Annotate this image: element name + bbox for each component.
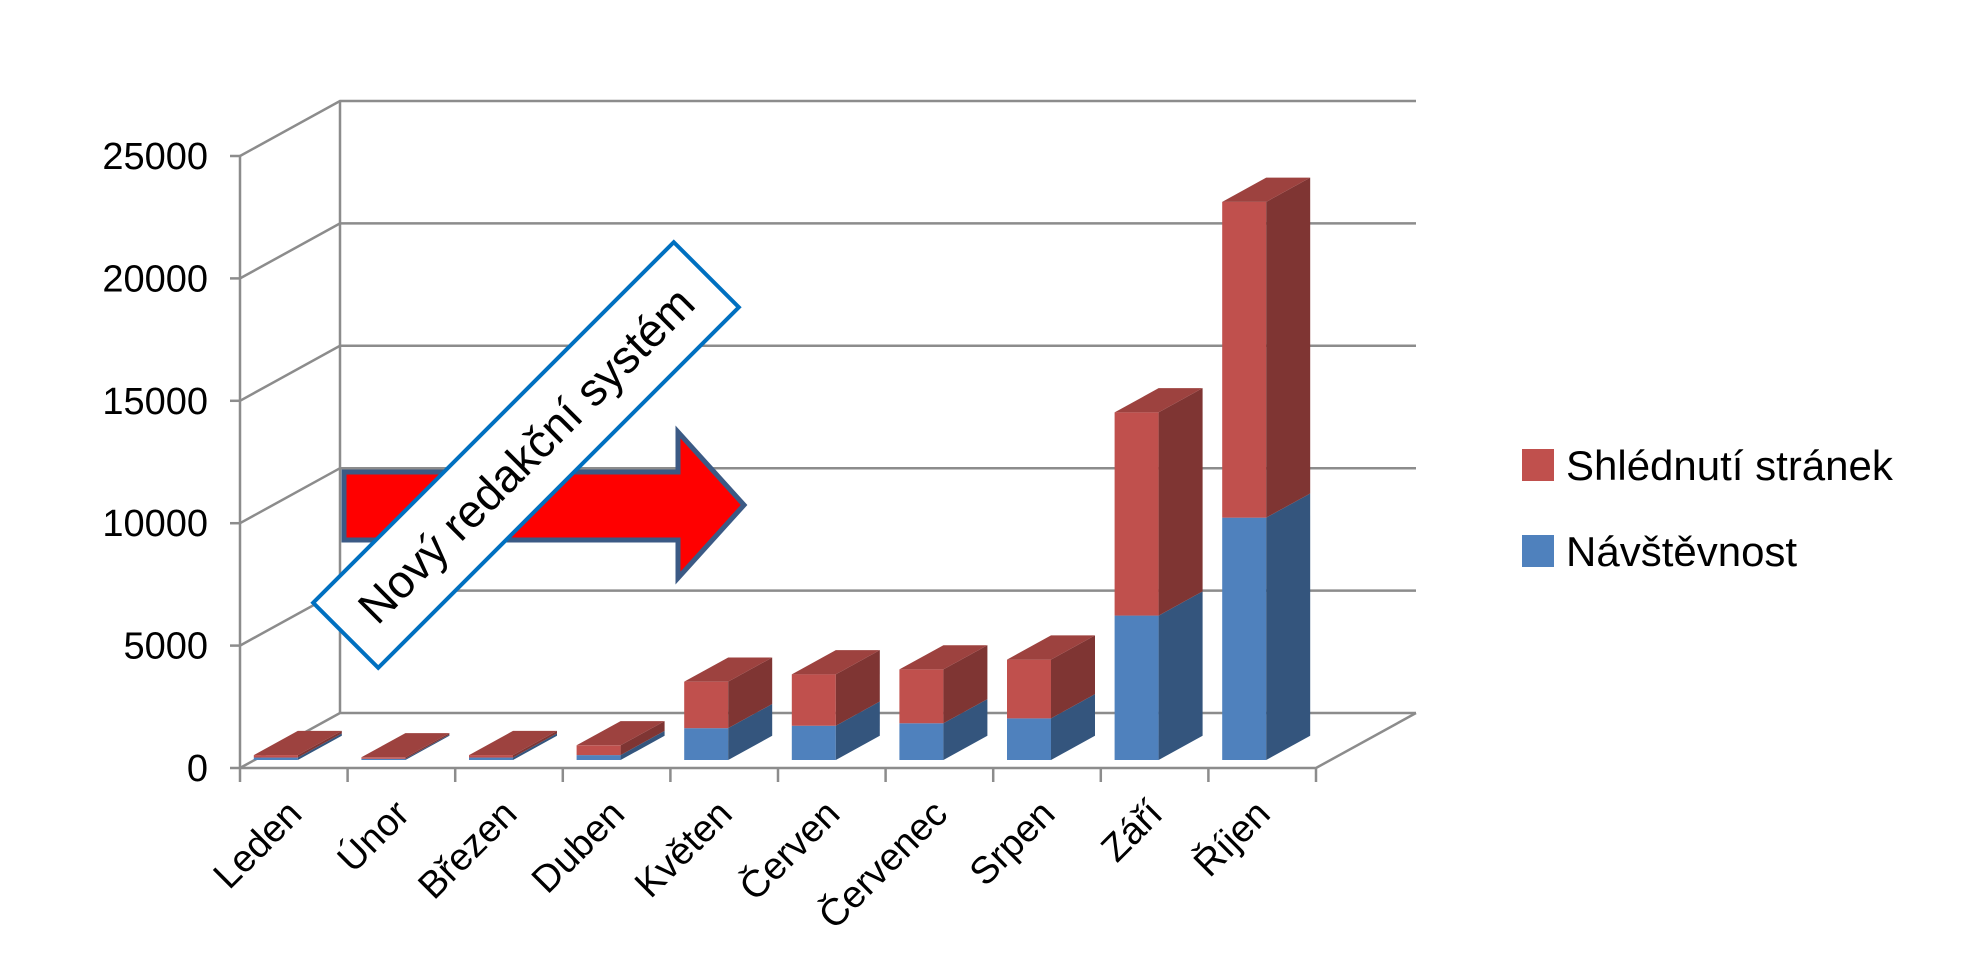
legend-swatch-visits xyxy=(1522,535,1554,567)
x-category-label: Leden xyxy=(206,793,310,897)
bar-segment xyxy=(791,701,880,760)
bar-top xyxy=(469,730,557,756)
bar-front xyxy=(253,755,298,758)
chart-bars xyxy=(253,177,1311,760)
bar-side xyxy=(835,650,880,726)
chart-legend: Shlédnutí stránek Návštěvnost xyxy=(1522,442,1894,575)
bar-front xyxy=(1114,412,1159,616)
bar-front xyxy=(361,758,406,760)
bar-front xyxy=(253,757,298,760)
bar-segment xyxy=(361,734,450,760)
bar-front xyxy=(1222,201,1267,518)
x-category-label: Září xyxy=(1093,792,1171,870)
bar-front xyxy=(899,669,944,724)
legend-label-visits: Návštěvnost xyxy=(1566,528,1797,575)
y-tick-label: 0 xyxy=(187,748,208,790)
bar-segment xyxy=(253,733,342,760)
bar-side xyxy=(297,733,342,760)
bar-segment xyxy=(1007,635,1095,719)
bar-front xyxy=(469,755,513,758)
bar-front xyxy=(1222,517,1267,760)
bar-segment xyxy=(253,730,342,758)
bar-segment xyxy=(1114,388,1203,616)
bar-segment xyxy=(899,645,988,724)
bar-front xyxy=(576,745,621,756)
bar-front xyxy=(684,681,729,729)
bar-front xyxy=(361,757,406,759)
bar-top xyxy=(791,650,880,675)
annotation-callout: Nový redakční systém xyxy=(310,239,748,671)
bar-segment xyxy=(469,730,557,758)
x-category-label: Duben xyxy=(524,793,633,902)
bar-segment xyxy=(576,730,665,760)
x-category-label: Březen xyxy=(411,793,526,908)
bar-side xyxy=(943,699,988,760)
bar-top xyxy=(361,733,450,758)
y-tick-label: 25000 xyxy=(102,136,208,178)
bar-segment xyxy=(1114,591,1203,760)
bar-side xyxy=(1051,635,1095,719)
x-category-label: Únor xyxy=(329,792,418,881)
bar-side xyxy=(1266,177,1311,518)
bar-side xyxy=(513,730,557,758)
bar-segment xyxy=(361,733,450,759)
bar-side xyxy=(1051,694,1095,760)
x-category-label: Květen xyxy=(627,793,740,906)
bar-front xyxy=(899,723,944,760)
bar-front xyxy=(576,755,621,760)
bar-top xyxy=(1007,635,1095,660)
x-category-label: Říjen xyxy=(1185,792,1278,885)
x-category-label: Srpen xyxy=(962,793,1063,894)
gridline xyxy=(239,99,1416,158)
bar-segment xyxy=(1222,177,1311,518)
annotation-text: Nový redakční systém xyxy=(348,277,705,634)
bar-segment xyxy=(1007,694,1095,760)
bar-side xyxy=(728,703,773,760)
bar-segment xyxy=(791,650,880,726)
bar-segment xyxy=(899,699,988,760)
bar-front xyxy=(791,674,836,726)
bar-side xyxy=(620,721,665,756)
y-tick-label: 5000 xyxy=(123,626,208,668)
bar-top xyxy=(1114,388,1203,413)
bar-front xyxy=(1007,718,1051,760)
y-tick-label: 10000 xyxy=(102,503,208,545)
bar-side xyxy=(297,730,342,758)
bar-segment xyxy=(576,721,665,756)
bar-segment xyxy=(684,703,773,760)
bar-top xyxy=(684,657,773,682)
bar-side xyxy=(513,733,557,760)
y-tick-label: 20000 xyxy=(102,258,208,300)
bar-front xyxy=(469,757,513,760)
bar-front xyxy=(1007,659,1051,719)
bar-segment xyxy=(1222,493,1311,760)
bar-side xyxy=(728,657,773,729)
legend-label-page-views: Shlédnutí stránek xyxy=(1566,442,1894,489)
bar-side xyxy=(943,645,988,724)
bar-side xyxy=(1266,493,1311,760)
bar-front xyxy=(684,728,729,760)
bar-segment xyxy=(684,657,773,729)
bar-top xyxy=(576,721,665,746)
bar-side xyxy=(1158,388,1203,616)
bar-top xyxy=(1222,177,1311,202)
bar-front xyxy=(791,725,836,760)
annotation-box xyxy=(310,239,742,671)
y-tick-label: 15000 xyxy=(102,381,208,423)
bar-segment xyxy=(469,733,557,760)
bar-top xyxy=(899,645,988,670)
bar-side xyxy=(405,733,450,759)
bar-side xyxy=(835,701,880,760)
bar-side xyxy=(405,734,450,760)
bar-side xyxy=(1158,591,1203,760)
bar-top xyxy=(253,730,342,756)
bar-front xyxy=(1114,615,1159,760)
legend-swatch-page-views xyxy=(1522,449,1554,481)
bar-side xyxy=(620,730,665,760)
